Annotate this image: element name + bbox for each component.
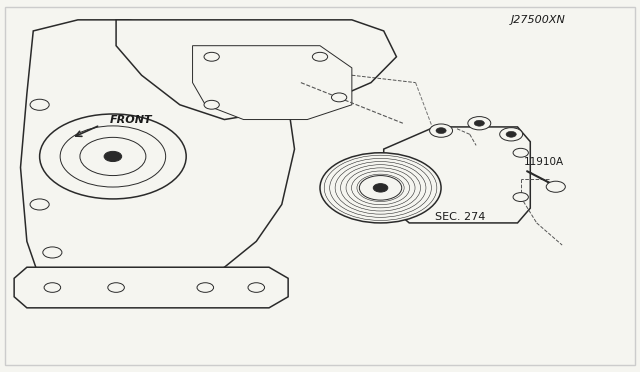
Circle shape bbox=[513, 193, 529, 202]
Circle shape bbox=[197, 283, 214, 292]
Circle shape bbox=[429, 124, 452, 137]
Circle shape bbox=[80, 137, 146, 176]
Circle shape bbox=[332, 93, 347, 102]
Circle shape bbox=[104, 151, 122, 161]
Text: 11910A: 11910A bbox=[524, 157, 564, 167]
Circle shape bbox=[204, 100, 220, 109]
Circle shape bbox=[546, 181, 565, 192]
Circle shape bbox=[474, 120, 484, 126]
Polygon shape bbox=[116, 20, 396, 119]
Circle shape bbox=[500, 128, 523, 141]
Circle shape bbox=[108, 283, 124, 292]
Circle shape bbox=[44, 283, 61, 292]
Circle shape bbox=[30, 99, 49, 110]
Polygon shape bbox=[20, 20, 294, 304]
Circle shape bbox=[359, 176, 402, 200]
Polygon shape bbox=[193, 46, 352, 119]
Circle shape bbox=[43, 247, 62, 258]
Text: J27500XN: J27500XN bbox=[511, 15, 565, 25]
Circle shape bbox=[40, 114, 186, 199]
Circle shape bbox=[513, 148, 529, 157]
Circle shape bbox=[30, 199, 49, 210]
Circle shape bbox=[506, 131, 516, 137]
Circle shape bbox=[312, 52, 328, 61]
Circle shape bbox=[320, 153, 441, 223]
Circle shape bbox=[373, 184, 388, 192]
Circle shape bbox=[248, 283, 264, 292]
Circle shape bbox=[436, 128, 446, 134]
Text: FRONT: FRONT bbox=[109, 115, 152, 125]
Text: SEC. 274: SEC. 274 bbox=[435, 212, 485, 222]
Circle shape bbox=[60, 126, 166, 187]
Polygon shape bbox=[384, 127, 531, 223]
Circle shape bbox=[204, 52, 220, 61]
Polygon shape bbox=[14, 267, 288, 308]
Circle shape bbox=[468, 116, 491, 130]
